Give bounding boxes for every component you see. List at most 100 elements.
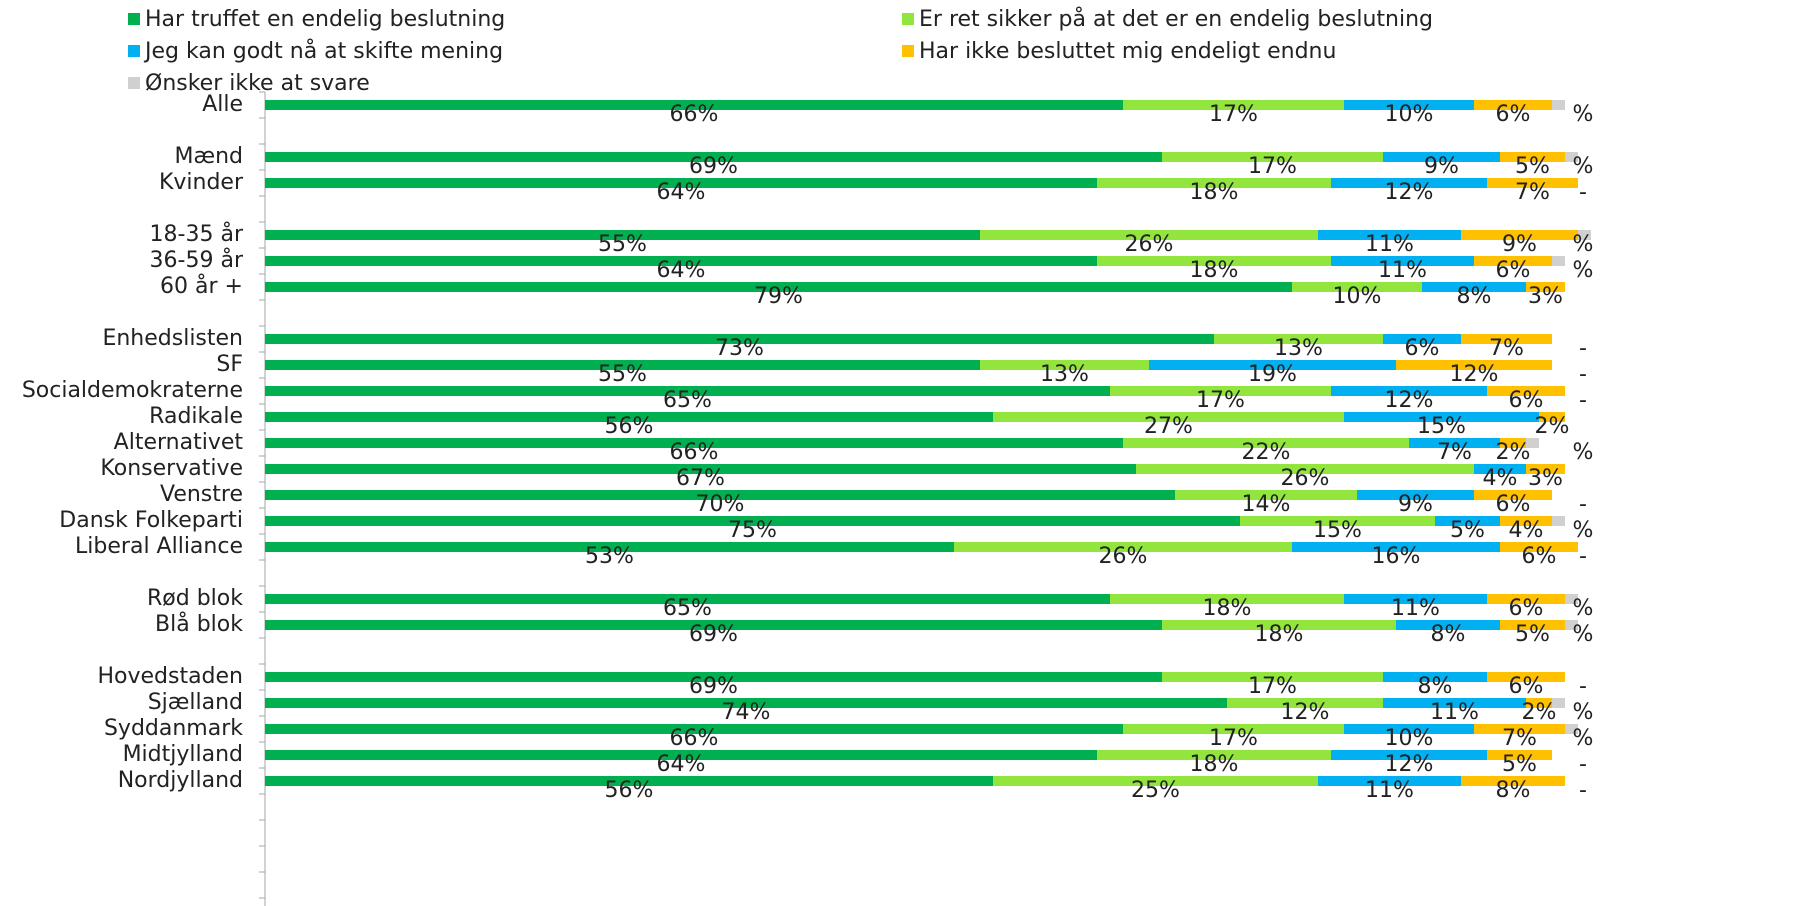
data-label: 10% — [1333, 284, 1382, 309]
legend-label-2: Er ret sikker på at det er en endelig be… — [919, 6, 1433, 32]
data-label: 3% — [1528, 284, 1563, 309]
data-label: 6% — [1496, 258, 1531, 283]
data-label: 56% — [605, 778, 654, 803]
data-label: 18% — [1190, 180, 1239, 205]
bar-segment-1 — [265, 516, 1240, 526]
legend-swatch-4 — [902, 45, 914, 57]
bar-segment-1 — [265, 360, 980, 370]
bar-segment-2 — [1162, 672, 1383, 682]
bar-segment-1 — [265, 178, 1097, 188]
data-label: 9% — [1398, 492, 1433, 517]
data-label: - — [1579, 388, 1587, 413]
bar-segment-5 — [1552, 516, 1565, 526]
bar-segment-1 — [265, 620, 1162, 630]
bar-segment-4 — [1487, 386, 1565, 396]
data-label: 64% — [657, 180, 706, 205]
bar-segment-2 — [1123, 438, 1409, 448]
category-label: Mænd — [175, 144, 244, 169]
data-label: 26% — [1099, 544, 1148, 569]
bar-segment-5 — [1565, 724, 1578, 734]
data-label: 75% — [728, 518, 777, 543]
bar-segment-2 — [1227, 698, 1383, 708]
data-label: % — [1573, 102, 1594, 127]
category-label: Sjælland — [148, 690, 243, 715]
data-label: 4% — [1509, 518, 1544, 543]
data-label: - — [1579, 674, 1587, 699]
data-label: 65% — [663, 388, 712, 413]
data-label: 19% — [1248, 362, 1297, 387]
data-label: 10% — [1385, 102, 1434, 127]
bar-segment-4 — [1474, 724, 1565, 734]
bar-segment-4 — [1500, 152, 1565, 162]
bar-segment-2 — [1097, 178, 1331, 188]
legend-swatch-2 — [902, 13, 914, 25]
data-label: 25% — [1131, 778, 1180, 803]
bar-segment-4 — [1487, 178, 1578, 188]
bar-segment-2 — [993, 412, 1344, 422]
bar-segment-4 — [1474, 100, 1552, 110]
data-label: 17% — [1209, 102, 1258, 127]
data-label: 22% — [1242, 440, 1291, 465]
bar-segment-3 — [1344, 594, 1487, 604]
data-label: 64% — [657, 752, 706, 777]
data-label: 7% — [1437, 440, 1472, 465]
bar-segment-2 — [993, 776, 1318, 786]
data-label: 5% — [1515, 622, 1550, 647]
data-label: - — [1579, 492, 1587, 517]
data-label: 56% — [605, 414, 654, 439]
data-label: 53% — [585, 544, 634, 569]
data-label: 65% — [663, 596, 712, 621]
data-label: - — [1579, 752, 1587, 777]
legend-swatch-3 — [128, 45, 140, 57]
data-label: 11% — [1430, 700, 1479, 725]
bar-segment-1 — [265, 490, 1175, 500]
data-label: 74% — [722, 700, 771, 725]
category-label: Rød blok — [147, 586, 243, 611]
category-label: Blå blok — [155, 611, 243, 637]
bar-segment-4 — [1474, 256, 1552, 266]
data-label: 7% — [1489, 336, 1524, 361]
bar-segment-1 — [265, 256, 1097, 266]
category-label: Venstre — [160, 482, 243, 507]
data-label: 17% — [1196, 388, 1245, 413]
data-label: 5% — [1502, 752, 1537, 777]
data-label: 11% — [1391, 596, 1440, 621]
data-label: 12% — [1281, 700, 1330, 725]
bar-segment-4 — [1500, 542, 1578, 552]
bar-segment-5 — [1565, 594, 1578, 604]
legend-label-4: Har ikke besluttet mig endeligt endnu — [919, 39, 1336, 64]
bar-segment-2 — [1123, 724, 1344, 734]
category-label: Kvinder — [159, 170, 244, 195]
bar-segment-2 — [1123, 100, 1344, 110]
bar-segment-3 — [1149, 360, 1396, 370]
data-label: 17% — [1248, 154, 1297, 179]
category-label: Liberal Alliance — [75, 534, 243, 559]
bar-segment-1 — [265, 542, 954, 552]
data-label: 8% — [1496, 778, 1531, 803]
bar-segment-4 — [1500, 620, 1565, 630]
data-label: 6% — [1405, 336, 1440, 361]
data-label: 26% — [1125, 232, 1174, 257]
bar-segment-4 — [1396, 360, 1552, 370]
bar-segment-3 — [1331, 178, 1487, 188]
data-label: 2% — [1496, 440, 1531, 465]
bar-segment-2 — [1097, 750, 1331, 760]
bar-segment-2 — [1240, 516, 1435, 526]
bar-segment-4 — [1500, 438, 1526, 448]
data-label: 64% — [657, 258, 706, 283]
bar-segment-5 — [1578, 230, 1591, 240]
category-label: Radikale — [149, 404, 243, 429]
data-label: 13% — [1040, 362, 1089, 387]
data-label: 18% — [1255, 622, 1304, 647]
legend-swatch-5 — [128, 77, 140, 89]
data-label: 26% — [1281, 466, 1330, 491]
data-label: 6% — [1509, 674, 1544, 699]
bar-segment-4 — [1526, 698, 1552, 708]
category-label: Socialdemokraterne — [22, 378, 243, 403]
data-label: 4% — [1483, 466, 1518, 491]
bar-segment-2 — [1162, 620, 1396, 630]
data-label: 14% — [1242, 492, 1291, 517]
bar-segment-3 — [1435, 516, 1500, 526]
data-label: % — [1573, 726, 1594, 751]
data-label: 8% — [1457, 284, 1492, 309]
